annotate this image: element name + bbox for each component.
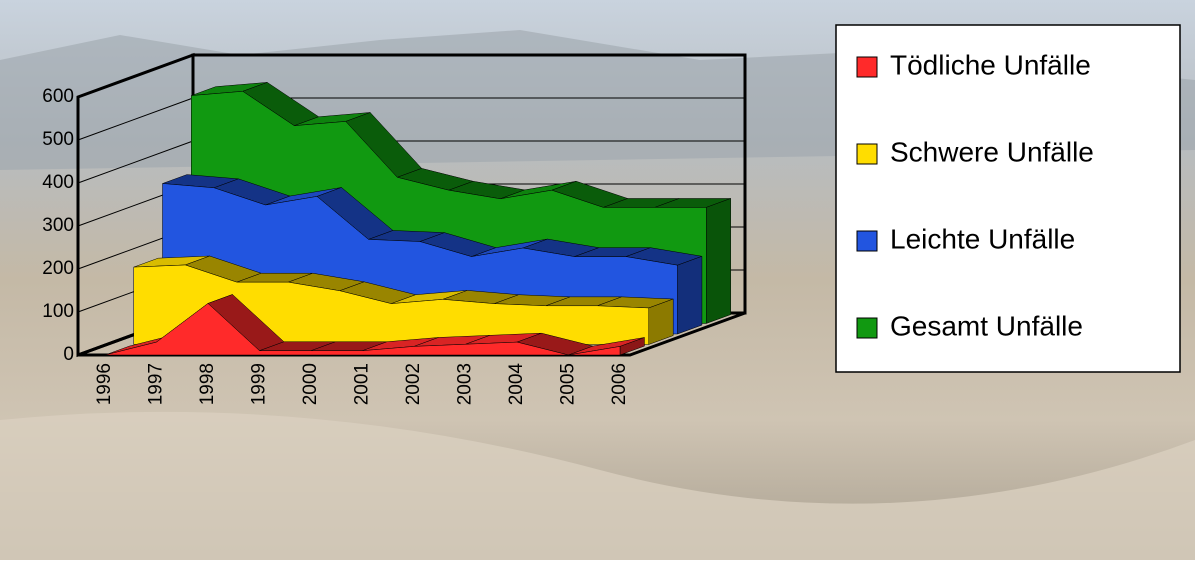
legend-label: Tödliche Unfälle: [890, 49, 1091, 80]
x-tick-label: 2004: [506, 363, 527, 406]
grid-line: [77, 97, 194, 141]
y-tick-label: 400: [42, 172, 74, 193]
x-tick-label: 2000: [300, 363, 321, 405]
x-tick-label: 2005: [558, 363, 579, 405]
grid-line: [77, 140, 194, 184]
y-tick-label: 600: [42, 86, 74, 107]
legend-swatch: [856, 230, 878, 252]
x-tick-label: 1998: [197, 363, 218, 405]
x-tick-label: 2006: [609, 363, 630, 405]
x-tick-label: 1996: [94, 363, 115, 405]
legend-swatch: [856, 143, 878, 165]
grid-line: [77, 54, 194, 98]
legend-label: Leichte Unfälle: [890, 223, 1075, 254]
x-tick-label: 2003: [455, 363, 476, 405]
x-tick-label: 1999: [249, 363, 270, 405]
legend-label: Schwere Unfälle: [890, 136, 1094, 167]
x-tick-label: 2002: [403, 363, 424, 405]
y-tick-label: 300: [42, 215, 74, 236]
y-tick-label: 200: [42, 258, 74, 279]
area-end: [677, 255, 703, 335]
area: [104, 303, 621, 356]
x-tick-label: 2001: [352, 363, 373, 405]
y-tick-label: 500: [42, 129, 74, 150]
legend-label: Gesamt Unfälle: [890, 310, 1083, 341]
legend-swatch: [856, 56, 878, 78]
ground: [0, 411, 1195, 560]
legend-swatch: [856, 317, 878, 339]
x-tick-label: 1997: [146, 363, 167, 405]
area-end: [706, 198, 731, 324]
legend: [835, 24, 1181, 373]
y-tick-label: 100: [42, 301, 74, 322]
y-tick-label: 0: [63, 344, 74, 365]
